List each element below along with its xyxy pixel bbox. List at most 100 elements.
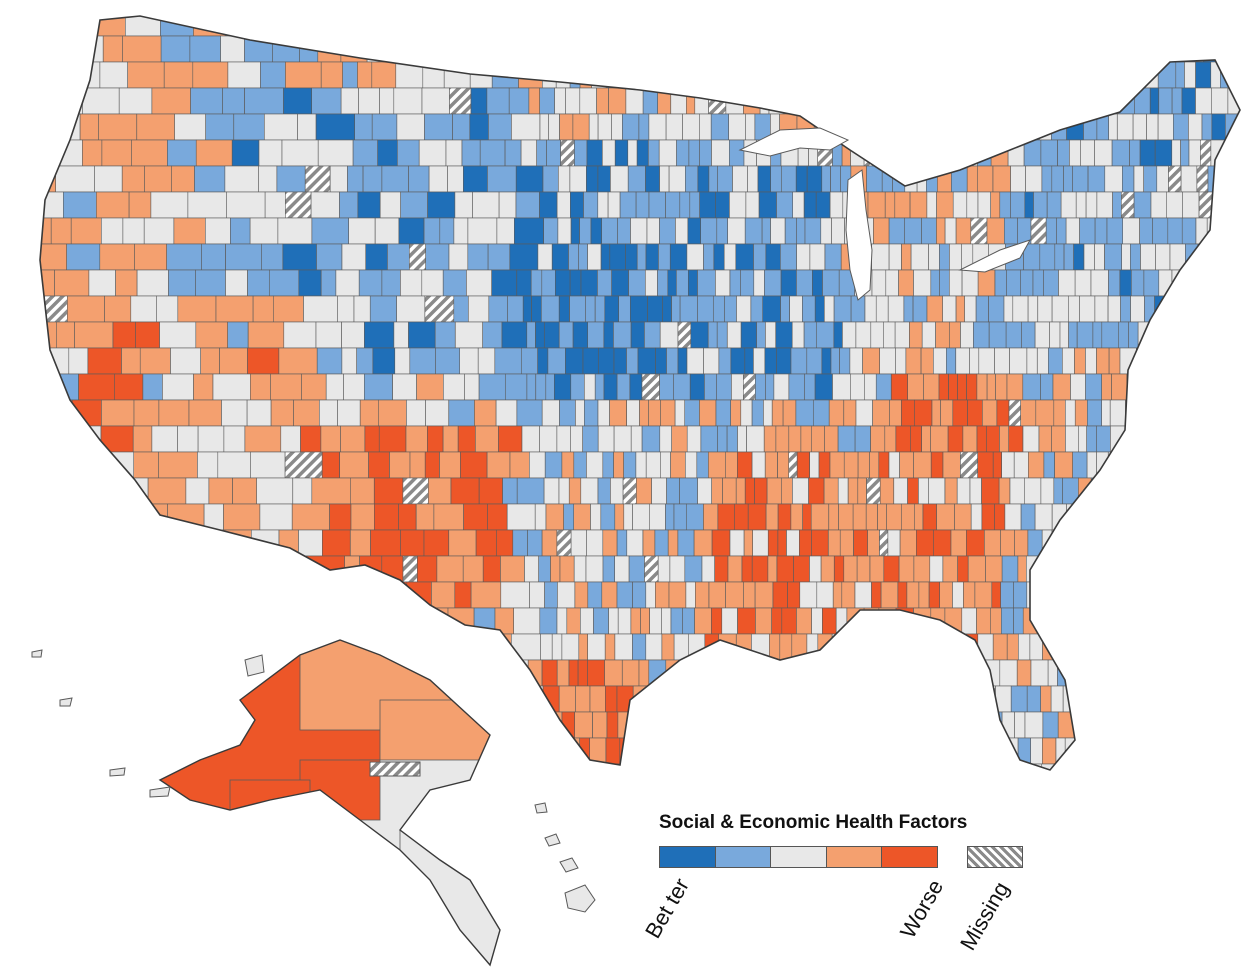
county-cell xyxy=(625,243,638,271)
county-cell xyxy=(677,347,688,375)
county-cell xyxy=(1013,581,1028,609)
county-cell xyxy=(839,347,851,375)
county-cell xyxy=(849,373,865,401)
county-cell xyxy=(644,269,658,297)
county-cell xyxy=(715,269,731,297)
county-cell xyxy=(700,425,719,453)
county-cell xyxy=(830,165,841,193)
county-cell xyxy=(799,685,816,713)
county-cell xyxy=(516,399,543,427)
county-cell xyxy=(586,529,604,557)
county-cell xyxy=(118,659,145,687)
county-cell xyxy=(657,555,671,583)
county-cell xyxy=(66,243,101,271)
county-cell xyxy=(292,477,313,505)
county-cell xyxy=(648,113,667,141)
county-cell xyxy=(764,451,778,479)
legend-swatch-worse-2 xyxy=(881,846,938,868)
county-cell xyxy=(264,191,286,219)
county-cell xyxy=(1013,607,1024,635)
county-cell xyxy=(728,139,745,167)
county-cell xyxy=(427,191,456,219)
county-cell xyxy=(1115,763,1129,770)
county-cell xyxy=(173,217,206,245)
county-cell xyxy=(880,685,893,713)
county-cell xyxy=(839,529,854,557)
county-cell xyxy=(858,61,877,89)
county-cell xyxy=(263,113,298,141)
county-cell xyxy=(710,685,724,713)
county-cell xyxy=(837,425,856,453)
county-cell xyxy=(1122,165,1135,193)
county-cell xyxy=(1213,399,1228,427)
county-cell xyxy=(212,373,251,401)
county-cell xyxy=(1056,763,1074,770)
county-cell xyxy=(985,425,1000,453)
county-cell xyxy=(256,477,294,505)
county-cell xyxy=(788,425,802,453)
county-cell xyxy=(644,555,659,583)
county-cell xyxy=(937,87,948,115)
county-cell xyxy=(582,763,599,770)
county-cell xyxy=(696,35,709,63)
county-cell xyxy=(766,477,782,505)
county-cell xyxy=(716,217,728,245)
county-cell xyxy=(40,581,59,609)
county-cell xyxy=(752,529,769,557)
county-cell xyxy=(569,191,584,219)
county-cell xyxy=(495,399,518,427)
county-cell xyxy=(896,16,907,37)
county-cell xyxy=(988,16,1000,37)
county-cell xyxy=(940,633,951,661)
county-cell xyxy=(510,633,541,661)
county-cell xyxy=(753,243,767,271)
county-cell xyxy=(639,399,649,427)
county-cell xyxy=(998,477,1011,505)
county-cell xyxy=(40,451,63,479)
county-cell xyxy=(1226,685,1240,713)
county-cell xyxy=(682,113,700,141)
county-cell xyxy=(369,295,397,323)
county-cell xyxy=(765,243,781,271)
county-cell xyxy=(392,373,417,401)
county-cell xyxy=(570,529,587,557)
county-cell xyxy=(1045,217,1057,245)
county-cell xyxy=(101,217,124,245)
county-cell xyxy=(976,607,991,635)
county-cell xyxy=(530,269,543,297)
county-cell xyxy=(459,347,479,375)
county-cell xyxy=(939,581,953,609)
county-cell xyxy=(1143,269,1160,297)
county-cell xyxy=(1223,165,1240,193)
county-cell xyxy=(548,711,563,739)
county-cell xyxy=(1017,113,1031,141)
county-cell xyxy=(878,16,888,37)
county-cell xyxy=(871,581,882,609)
county-cell xyxy=(735,243,754,271)
county-cell xyxy=(1040,139,1058,167)
county-cell xyxy=(1054,243,1065,271)
county-cell xyxy=(700,217,718,245)
county-cell xyxy=(371,113,398,141)
county-cell xyxy=(882,321,896,349)
county-cell xyxy=(1059,321,1069,349)
county-cell xyxy=(684,399,700,427)
county-cell xyxy=(1168,165,1182,193)
county-cell xyxy=(1004,503,1022,531)
county-cell xyxy=(611,269,629,297)
county-cell xyxy=(60,711,87,739)
county-cell xyxy=(1167,425,1181,453)
county-cell xyxy=(622,477,637,505)
county-cell xyxy=(1162,503,1175,531)
county-cell xyxy=(454,581,472,609)
county-cell xyxy=(137,607,158,635)
county-cell xyxy=(1042,737,1057,765)
county-cell xyxy=(318,399,338,427)
county-cell xyxy=(278,529,299,557)
county-cell xyxy=(47,16,72,37)
county-cell xyxy=(321,607,344,635)
county-cell xyxy=(1023,87,1040,115)
county-cell xyxy=(535,373,547,401)
county-cell xyxy=(942,555,959,583)
county-cell xyxy=(1057,659,1070,687)
